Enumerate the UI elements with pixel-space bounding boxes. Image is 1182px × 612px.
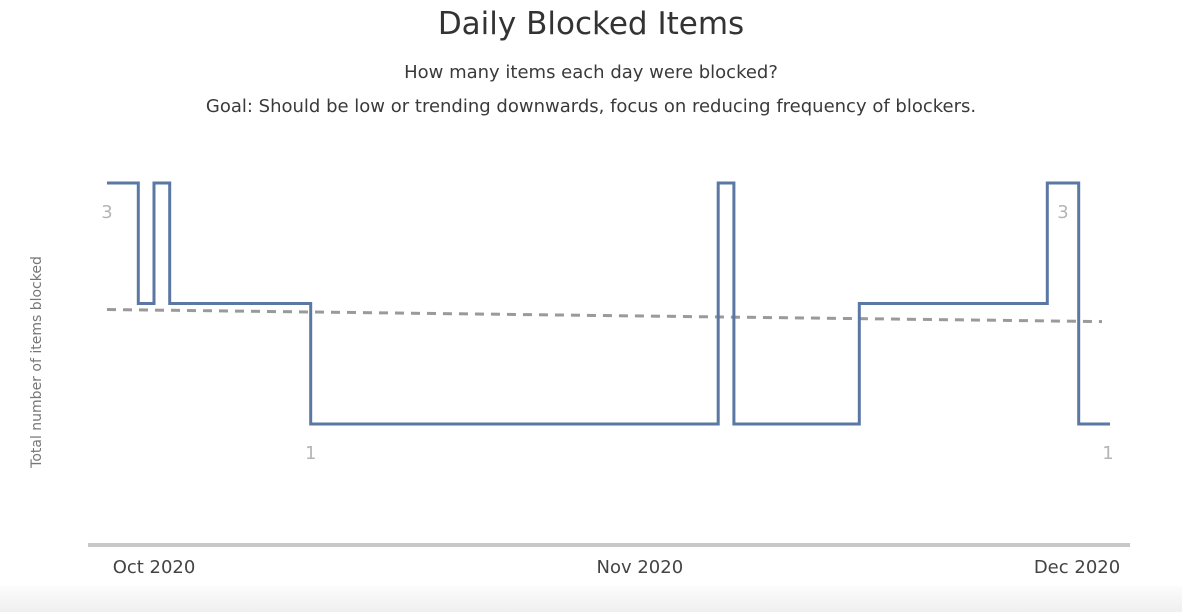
bottom-scroll-band <box>0 586 1182 612</box>
chart-goal-text: Goal: Should be low or trending downward… <box>205 96 977 117</box>
x-tick-label: Nov 2020 <box>597 557 684 578</box>
data-label: 3 <box>1057 202 1068 223</box>
x-tick-label: Dec 2020 <box>1034 557 1120 578</box>
trend-line <box>106 308 1103 324</box>
data-label: 1 <box>305 443 316 464</box>
series-step-line <box>107 181 1110 426</box>
data-label: 1 <box>1102 443 1113 464</box>
chart-subtitle: How many items each day were blocked? <box>404 62 778 83</box>
x-tick-label: Oct 2020 <box>113 557 196 578</box>
data-label: 3 <box>101 202 112 223</box>
chart-title: Daily Blocked Items <box>437 6 745 42</box>
